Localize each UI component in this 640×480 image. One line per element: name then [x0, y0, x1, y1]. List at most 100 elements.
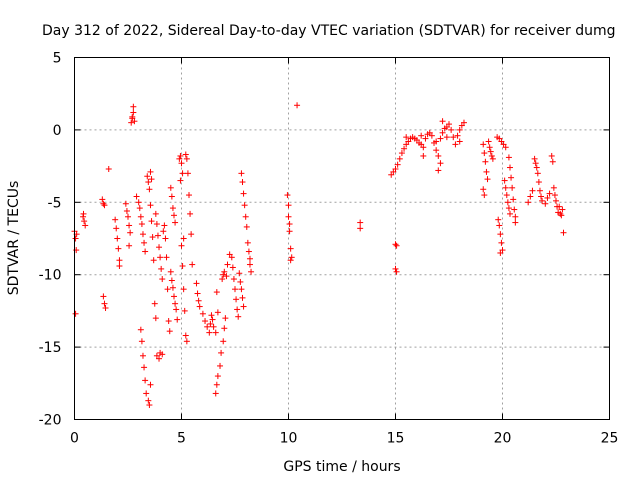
data-point [213, 289, 220, 296]
data-point [163, 254, 170, 261]
data-point [188, 231, 195, 238]
data-point [152, 210, 159, 217]
data-point [138, 221, 145, 228]
y-tick-label: -20 [39, 413, 62, 429]
data-point [484, 176, 491, 183]
data-point [557, 210, 564, 217]
data-point [195, 297, 202, 304]
data-point [178, 160, 185, 167]
data-point [448, 126, 455, 133]
data-point [221, 325, 228, 332]
data-point [525, 199, 532, 206]
data-point [174, 316, 181, 323]
data-point [218, 349, 225, 356]
data-point [439, 129, 446, 136]
data-point [167, 268, 174, 275]
data-point [392, 165, 399, 172]
data-point [167, 184, 174, 191]
data-point [538, 193, 545, 200]
data-point [115, 245, 122, 252]
data-point [126, 242, 133, 249]
axis-ticks: 0 5 10 15 20 25 5 0 -5 -10 -15 -20 [39, 51, 619, 447]
data-point [287, 257, 294, 264]
data-point [213, 381, 220, 388]
data-point [456, 126, 463, 133]
data-point [135, 199, 142, 206]
data-point [130, 109, 137, 116]
data-point [418, 132, 425, 139]
data-point [294, 102, 301, 109]
x-tick-label: 0 [70, 431, 79, 447]
data-point [208, 312, 215, 319]
data-point [133, 193, 140, 200]
data-point [497, 231, 504, 238]
data-point [483, 168, 490, 175]
data-point [141, 239, 148, 246]
data-point [122, 200, 129, 207]
data-point [392, 265, 399, 272]
data-point [443, 134, 450, 141]
data-point [164, 286, 171, 293]
data-point [179, 170, 186, 177]
data-point [285, 202, 292, 209]
data-point [238, 170, 245, 177]
data-point [153, 221, 160, 228]
data-point [435, 152, 442, 159]
data-point [401, 145, 408, 152]
data-point [398, 150, 405, 157]
data-point [183, 155, 190, 162]
data-point [181, 307, 188, 314]
data-point [550, 184, 557, 191]
data-point [223, 273, 230, 280]
data-point [246, 255, 253, 262]
data-point [242, 213, 249, 220]
data-point [204, 323, 211, 330]
data-point [556, 203, 563, 210]
data-point [116, 257, 123, 264]
data-point [193, 280, 200, 287]
data-point [72, 235, 79, 242]
data-point [509, 184, 516, 191]
data-point [145, 397, 152, 404]
data-point [534, 170, 541, 177]
data-point [422, 135, 429, 142]
data-point [452, 141, 459, 148]
data-point [102, 305, 109, 312]
data-point [151, 300, 158, 307]
data-point [287, 245, 294, 252]
data-point [147, 202, 154, 209]
data-point [123, 207, 130, 214]
data-point [437, 160, 444, 167]
data-point [196, 303, 203, 310]
x-tick-label: 5 [177, 431, 186, 447]
data-point [488, 152, 495, 159]
data-point [236, 270, 243, 277]
data-point [512, 213, 519, 220]
data-point [168, 193, 175, 200]
data-point [172, 219, 179, 226]
data-point [357, 225, 364, 232]
data-point [189, 261, 196, 268]
data-point [214, 309, 221, 316]
data-point [551, 192, 558, 199]
data-point [128, 119, 135, 126]
data-point [143, 390, 150, 397]
data-point [147, 168, 154, 175]
data-point [168, 277, 175, 284]
data-point [558, 212, 565, 219]
data-point [130, 103, 137, 110]
data-point [506, 210, 513, 217]
data-point [125, 213, 131, 220]
data-point [212, 329, 219, 336]
data-point [394, 161, 401, 168]
data-points [71, 102, 567, 409]
x-tick-label: 10 [280, 431, 298, 447]
data-point [553, 197, 559, 204]
data-point [116, 263, 123, 270]
data-point [486, 144, 493, 151]
data-point [549, 158, 556, 165]
data-point [527, 193, 534, 200]
data-point [235, 313, 242, 320]
data-point [145, 179, 152, 186]
data-point [420, 144, 427, 151]
